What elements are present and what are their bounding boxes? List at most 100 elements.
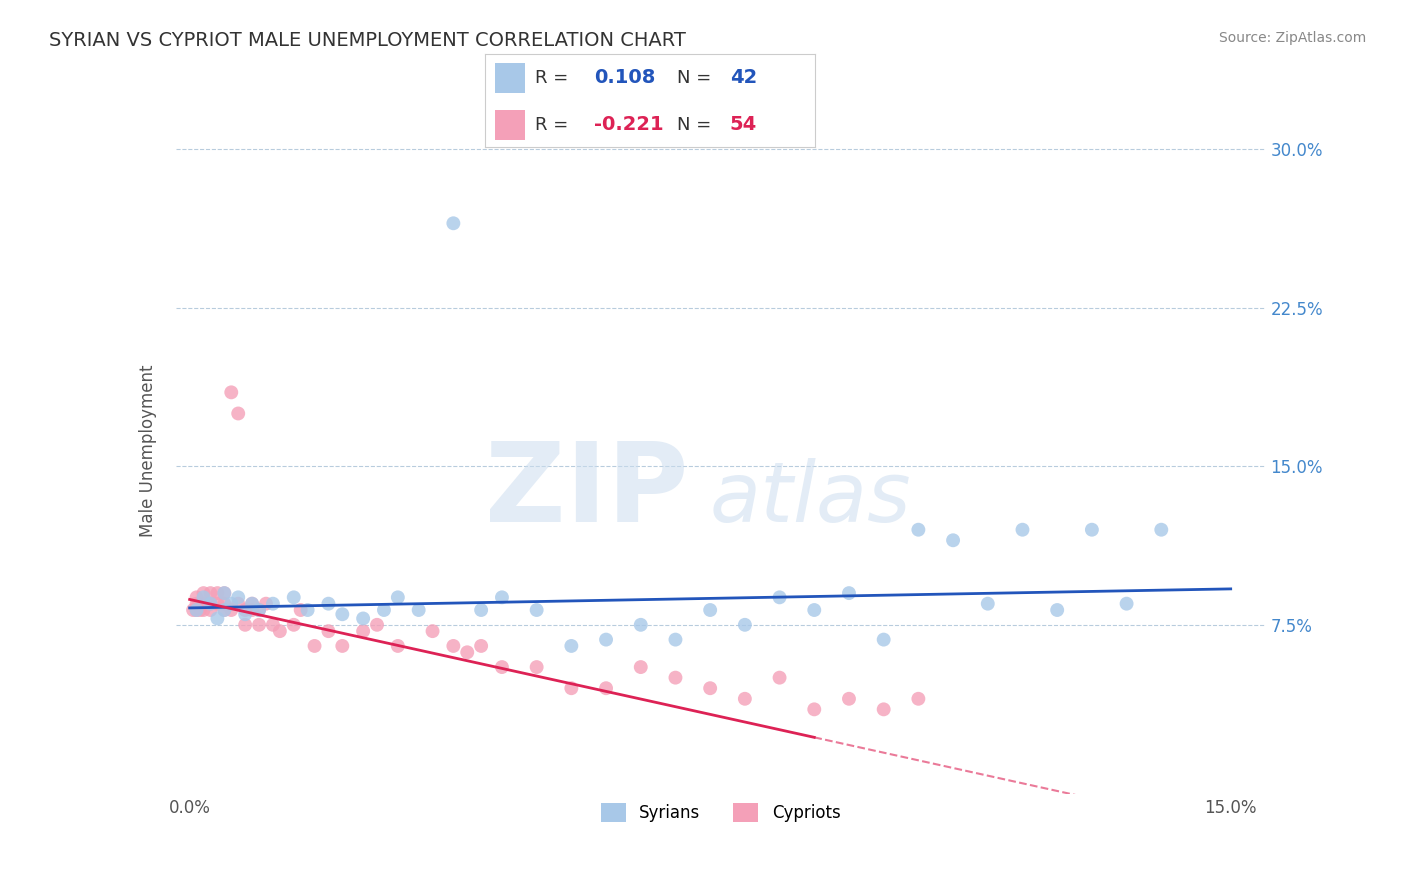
- Point: [526, 660, 548, 674]
- Point: [352, 624, 374, 639]
- Point: [297, 603, 319, 617]
- Point: [387, 591, 409, 605]
- Text: 54: 54: [730, 115, 756, 134]
- Point: [200, 586, 222, 600]
- Text: N =: N =: [676, 69, 717, 87]
- Point: [283, 617, 305, 632]
- Point: [595, 632, 617, 647]
- Text: 0.108: 0.108: [595, 69, 655, 87]
- Text: atlas: atlas: [710, 458, 911, 539]
- Point: [181, 603, 204, 617]
- Point: [664, 671, 686, 685]
- Point: [247, 617, 270, 632]
- Point: [734, 617, 756, 632]
- Point: [214, 597, 236, 611]
- Y-axis label: Male Unemployment: Male Unemployment: [139, 364, 157, 537]
- Point: [186, 603, 208, 617]
- Point: [373, 603, 395, 617]
- Point: [942, 533, 965, 548]
- Point: [247, 603, 270, 617]
- Point: [219, 597, 242, 611]
- Text: Source: ZipAtlas.com: Source: ZipAtlas.com: [1219, 31, 1367, 45]
- Point: [226, 597, 249, 611]
- Point: [768, 671, 790, 685]
- FancyBboxPatch shape: [495, 63, 524, 93]
- Point: [1115, 597, 1137, 611]
- Point: [630, 617, 652, 632]
- Point: [207, 586, 229, 600]
- Legend: Syrians, Cypriots: Syrians, Cypriots: [592, 794, 849, 830]
- Point: [907, 523, 929, 537]
- Point: [352, 611, 374, 625]
- Point: [330, 607, 353, 622]
- Point: [838, 691, 860, 706]
- Point: [186, 591, 208, 605]
- Point: [1150, 523, 1173, 537]
- Point: [768, 591, 790, 605]
- Point: [240, 603, 263, 617]
- Point: [290, 603, 312, 617]
- Point: [456, 645, 478, 659]
- Text: 42: 42: [730, 69, 756, 87]
- Point: [1046, 603, 1069, 617]
- Point: [214, 603, 236, 617]
- Point: [664, 632, 686, 647]
- Point: [560, 639, 582, 653]
- Point: [226, 407, 249, 421]
- Text: -0.221: -0.221: [595, 115, 664, 134]
- Point: [200, 603, 222, 617]
- Point: [207, 597, 229, 611]
- Point: [491, 660, 513, 674]
- Point: [207, 611, 229, 625]
- Point: [269, 624, 291, 639]
- Point: [318, 597, 340, 611]
- Point: [219, 385, 242, 400]
- Point: [247, 603, 270, 617]
- Point: [441, 216, 464, 230]
- Point: [838, 586, 860, 600]
- Point: [1081, 523, 1104, 537]
- Text: R =: R =: [534, 69, 574, 87]
- Point: [193, 603, 215, 617]
- Point: [699, 603, 721, 617]
- Point: [408, 603, 430, 617]
- Point: [803, 603, 825, 617]
- Point: [977, 597, 1000, 611]
- Point: [254, 597, 277, 611]
- Text: N =: N =: [676, 116, 717, 134]
- Point: [873, 702, 896, 716]
- Point: [526, 603, 548, 617]
- Point: [186, 597, 208, 611]
- Point: [214, 586, 236, 600]
- Point: [699, 681, 721, 696]
- Point: [630, 660, 652, 674]
- Point: [803, 702, 825, 716]
- Point: [214, 586, 236, 600]
- Point: [214, 603, 236, 617]
- Point: [907, 691, 929, 706]
- Point: [186, 603, 208, 617]
- Point: [318, 624, 340, 639]
- Point: [441, 639, 464, 653]
- Text: R =: R =: [534, 116, 574, 134]
- Point: [193, 591, 215, 605]
- Point: [470, 639, 492, 653]
- FancyBboxPatch shape: [495, 110, 524, 140]
- Text: ZIP: ZIP: [485, 438, 688, 545]
- Point: [304, 639, 326, 653]
- Point: [734, 691, 756, 706]
- Point: [387, 639, 409, 653]
- Point: [188, 603, 211, 617]
- Point: [873, 632, 896, 647]
- Point: [560, 681, 582, 696]
- Point: [491, 591, 513, 605]
- Point: [283, 591, 305, 605]
- Point: [366, 617, 388, 632]
- Point: [233, 617, 256, 632]
- Point: [193, 586, 215, 600]
- Text: SYRIAN VS CYPRIOT MALE UNEMPLOYMENT CORRELATION CHART: SYRIAN VS CYPRIOT MALE UNEMPLOYMENT CORR…: [49, 31, 686, 50]
- Point: [1011, 523, 1033, 537]
- Point: [262, 617, 284, 632]
- Point: [595, 681, 617, 696]
- Point: [200, 597, 222, 611]
